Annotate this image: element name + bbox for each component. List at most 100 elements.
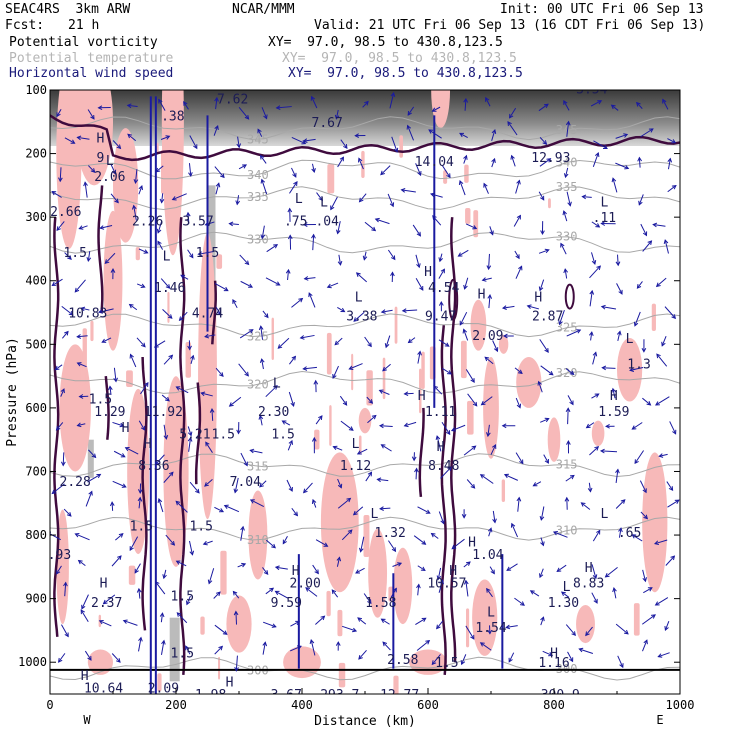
- wind-vector-head: [407, 110, 412, 116]
- wind-vector-head: [566, 440, 571, 445]
- wind-vector-head: [433, 385, 439, 391]
- wind-vector-head: [393, 147, 399, 153]
- contour-annotation: H: [449, 564, 457, 579]
- wind-vector: [359, 193, 367, 203]
- wind-vector: [515, 397, 521, 408]
- wind-vector-head: [356, 450, 362, 455]
- wind-vector-head: [168, 354, 174, 360]
- wind-vector-head: [596, 529, 601, 535]
- wind-vector-head: [655, 282, 661, 288]
- contour-annotation: 1.5: [435, 656, 458, 671]
- wind-vector: [392, 562, 402, 567]
- wind-vector: [331, 589, 339, 598]
- wind-vector: [282, 420, 291, 426]
- wind-vector: [138, 497, 141, 509]
- wind-vector-head: [578, 647, 584, 653]
- wind-vector-head: [277, 344, 283, 349]
- wind-vector-head: [144, 382, 149, 387]
- wind-vector: [327, 282, 339, 288]
- wind-vector-head: [355, 569, 360, 574]
- wind-vector: [415, 277, 424, 291]
- wind-vector-head: [501, 423, 507, 429]
- wind-vector-head: [137, 496, 143, 502]
- wind-vector-head: [119, 422, 125, 428]
- wind-vector: [236, 195, 240, 205]
- wind-vector-head: [376, 477, 382, 483]
- wind-vector: [590, 100, 602, 107]
- contour-annotation: 4.54: [428, 281, 459, 296]
- wind-vector: [56, 565, 62, 575]
- wind-vector-head: [243, 461, 248, 467]
- y-tick-label: 800: [25, 528, 47, 542]
- wind-vector-head: [138, 185, 143, 191]
- pv-fill-streak: [156, 142, 159, 154]
- wind-vector-head: [539, 573, 544, 579]
- wind-vector: [636, 281, 643, 289]
- wind-vector: [664, 306, 676, 319]
- pv-fill-streak: [460, 340, 467, 379]
- contour-annotation: .38: [161, 109, 184, 124]
- wind-vector-head: [136, 587, 142, 593]
- pv-contour: [418, 407, 425, 498]
- wind-vector: [234, 477, 239, 493]
- wind-vector-head: [275, 105, 281, 110]
- wind-vector-head: [219, 508, 225, 513]
- pv-contour: [440, 325, 447, 675]
- theta-contour-label: 310: [247, 533, 269, 547]
- wind-vector-head: [560, 242, 565, 248]
- wind-vector-head: [560, 591, 566, 597]
- wind-vector: [515, 452, 524, 464]
- wind-vector: [138, 185, 143, 195]
- contour-annotation: H: [550, 647, 558, 662]
- wind-vector-head: [128, 303, 134, 309]
- wind-vector-head: [479, 474, 485, 479]
- wind-vector: [201, 392, 213, 397]
- pv-fill-streak: [465, 208, 471, 224]
- wind-vector-head: [285, 268, 291, 274]
- wind-vector: [514, 250, 520, 259]
- wind-vector: [487, 424, 490, 437]
- wind-vector: [311, 163, 315, 173]
- wind-vector: [629, 367, 644, 371]
- wind-vector: [277, 337, 290, 349]
- wind-vector: [602, 367, 616, 369]
- wind-vector-head: [471, 445, 477, 451]
- contour-annotation: 2.28: [60, 475, 91, 490]
- wind-vector: [334, 337, 343, 346]
- wind-vector-head: [233, 488, 239, 494]
- legend-pv-label: Potential vorticity: [9, 35, 158, 50]
- pv-fill-region: [409, 649, 447, 675]
- contour-annotation: 3.38: [346, 310, 377, 325]
- wind-vector: [492, 340, 498, 352]
- y-axis-label: Pressure (hPa): [5, 337, 20, 447]
- wind-vector-head: [134, 568, 139, 574]
- wind-vector-head: [362, 255, 368, 261]
- wind-vector-head: [313, 379, 319, 385]
- wind-vector-head: [401, 308, 407, 313]
- wind-vector: [261, 179, 268, 195]
- wind-vector: [432, 215, 442, 226]
- wind-vector-head: [157, 240, 162, 246]
- wind-vector-head: [109, 501, 115, 507]
- wind-vector: [330, 196, 338, 210]
- wind-vector-head: [651, 614, 656, 619]
- wind-vector: [605, 566, 618, 578]
- pv-fill-streak: [393, 675, 399, 694]
- wind-vector: [77, 362, 87, 368]
- theta-contour-label: 315: [556, 458, 578, 472]
- wind-vector: [438, 580, 444, 593]
- contour-annotation: 8.83: [573, 577, 604, 592]
- wind-vector-head: [332, 373, 337, 379]
- wind-vector-head: [580, 502, 586, 507]
- wind-vector-head: [654, 540, 660, 545]
- wind-vector-head: [459, 320, 464, 326]
- wind-vector-head: [624, 629, 629, 635]
- wind-vector: [388, 540, 396, 552]
- wind-vector-head: [236, 143, 242, 149]
- wind-vector-head: [336, 229, 341, 235]
- wind-vector-head: [121, 483, 127, 488]
- wind-vector-head: [296, 645, 302, 650]
- wind-vector: [488, 295, 491, 309]
- grey-patch: [87, 439, 94, 478]
